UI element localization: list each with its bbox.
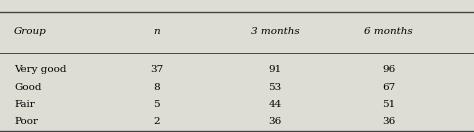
Text: 2: 2 — [153, 117, 160, 126]
Text: 3 months: 3 months — [251, 27, 299, 36]
Text: 67: 67 — [382, 83, 395, 92]
Text: 96: 96 — [382, 65, 395, 74]
Text: 44: 44 — [268, 100, 282, 109]
Text: Poor: Poor — [14, 117, 38, 126]
Text: Group: Group — [14, 27, 47, 36]
Text: Good: Good — [14, 83, 42, 92]
Text: 5: 5 — [153, 100, 160, 109]
Text: n: n — [153, 27, 160, 36]
Text: 37: 37 — [150, 65, 163, 74]
Text: 36: 36 — [268, 117, 282, 126]
Text: 8: 8 — [153, 83, 160, 92]
Text: 51: 51 — [382, 100, 395, 109]
Text: Very good: Very good — [14, 65, 67, 74]
Text: 6 months: 6 months — [365, 27, 413, 36]
Text: Fair: Fair — [14, 100, 35, 109]
Text: 36: 36 — [382, 117, 395, 126]
Text: 91: 91 — [268, 65, 282, 74]
Text: 53: 53 — [268, 83, 282, 92]
